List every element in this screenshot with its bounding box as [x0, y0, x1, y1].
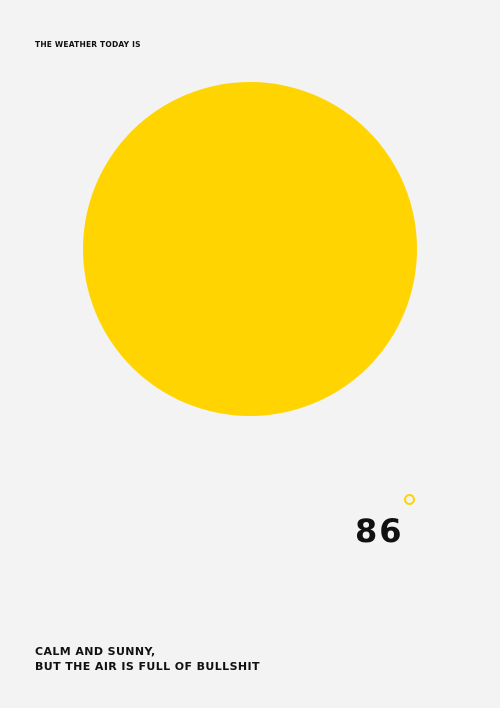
temperature-display: 86 [355, 512, 435, 552]
temperature-value: 86 [355, 512, 404, 550]
caption-line-1: CALM AND SUNNY, [35, 645, 156, 658]
caption-line-2: BUT THE AIR IS FULL OF BULLSHIT [35, 660, 260, 673]
page-heading: THE WEATHER TODAY IS [35, 40, 141, 49]
degree-ring-icon [404, 494, 415, 505]
weather-caption: CALM AND SUNNY, BUT THE AIR IS FULL OF B… [35, 644, 260, 674]
sun-circle-icon [83, 82, 417, 416]
